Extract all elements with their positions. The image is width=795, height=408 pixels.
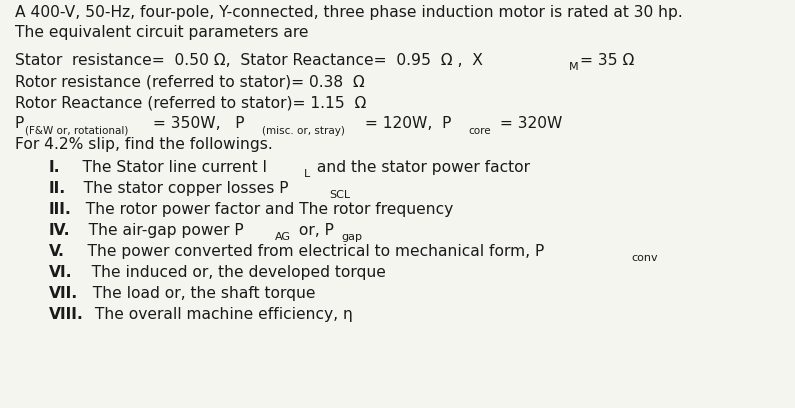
Text: (F&W or, rotational): (F&W or, rotational)	[25, 126, 129, 136]
Text: M: M	[568, 62, 578, 72]
Text: The induced or, the developed torque: The induced or, the developed torque	[77, 265, 386, 280]
Text: L: L	[304, 169, 310, 179]
Text: The power converted from electrical to mechanical form, P: The power converted from electrical to m…	[68, 244, 544, 259]
Text: III.: III.	[48, 202, 72, 217]
Text: The air-gap power P: The air-gap power P	[75, 223, 244, 238]
Text: SCL: SCL	[329, 190, 351, 200]
Text: IV.: IV.	[48, 223, 71, 238]
Text: The rotor power factor and The rotor frequency: The rotor power factor and The rotor fre…	[76, 202, 453, 217]
Text: or, P: or, P	[294, 223, 334, 238]
Text: gap: gap	[341, 232, 363, 242]
Text: AG: AG	[275, 232, 291, 242]
Text: core: core	[468, 126, 491, 136]
Text: The Stator line current I: The Stator line current I	[63, 160, 266, 175]
Text: For 4.2% slip, find the followings.: For 4.2% slip, find the followings.	[14, 137, 272, 152]
Text: Rotor resistance (referred to stator)= 0.38  Ω: Rotor resistance (referred to stator)= 0…	[14, 74, 364, 89]
Text: II.: II.	[48, 181, 66, 196]
Text: conv: conv	[632, 253, 658, 263]
Text: Stator  resistance=  0.50 Ω,  Stator Reactance=  0.95  Ω ,  X: Stator resistance= 0.50 Ω, Stator Reacta…	[14, 53, 483, 68]
Text: The equivalent circuit parameters are: The equivalent circuit parameters are	[14, 25, 308, 40]
Text: (misc. or, stray): (misc. or, stray)	[262, 126, 345, 136]
Text: A 400-V, 50-Hz, four-pole, Y-connected, three phase induction motor is rated at : A 400-V, 50-Hz, four-pole, Y-connected, …	[14, 4, 682, 20]
Text: The overall machine efficiency, η: The overall machine efficiency, η	[90, 307, 353, 322]
Text: = 350W,   P: = 350W, P	[148, 116, 244, 131]
Text: I.: I.	[48, 160, 60, 175]
Text: = 320W: = 320W	[495, 116, 563, 131]
Text: and the stator power factor: and the stator power factor	[312, 160, 529, 175]
Text: V.: V.	[48, 244, 65, 259]
Text: = 120W,  P: = 120W, P	[360, 116, 452, 131]
Text: Rotor Reactance (referred to stator)= 1.15  Ω: Rotor Reactance (referred to stator)= 1.…	[14, 95, 366, 110]
Text: P: P	[14, 116, 24, 131]
Text: VII.: VII.	[48, 286, 78, 301]
Text: The load or, the shaft torque: The load or, the shaft torque	[83, 286, 316, 301]
Text: VIII.: VIII.	[48, 307, 83, 322]
Text: = 35 Ω: = 35 Ω	[580, 53, 634, 68]
Text: VI.: VI.	[48, 265, 72, 280]
Text: The stator copper losses P: The stator copper losses P	[69, 181, 289, 196]
